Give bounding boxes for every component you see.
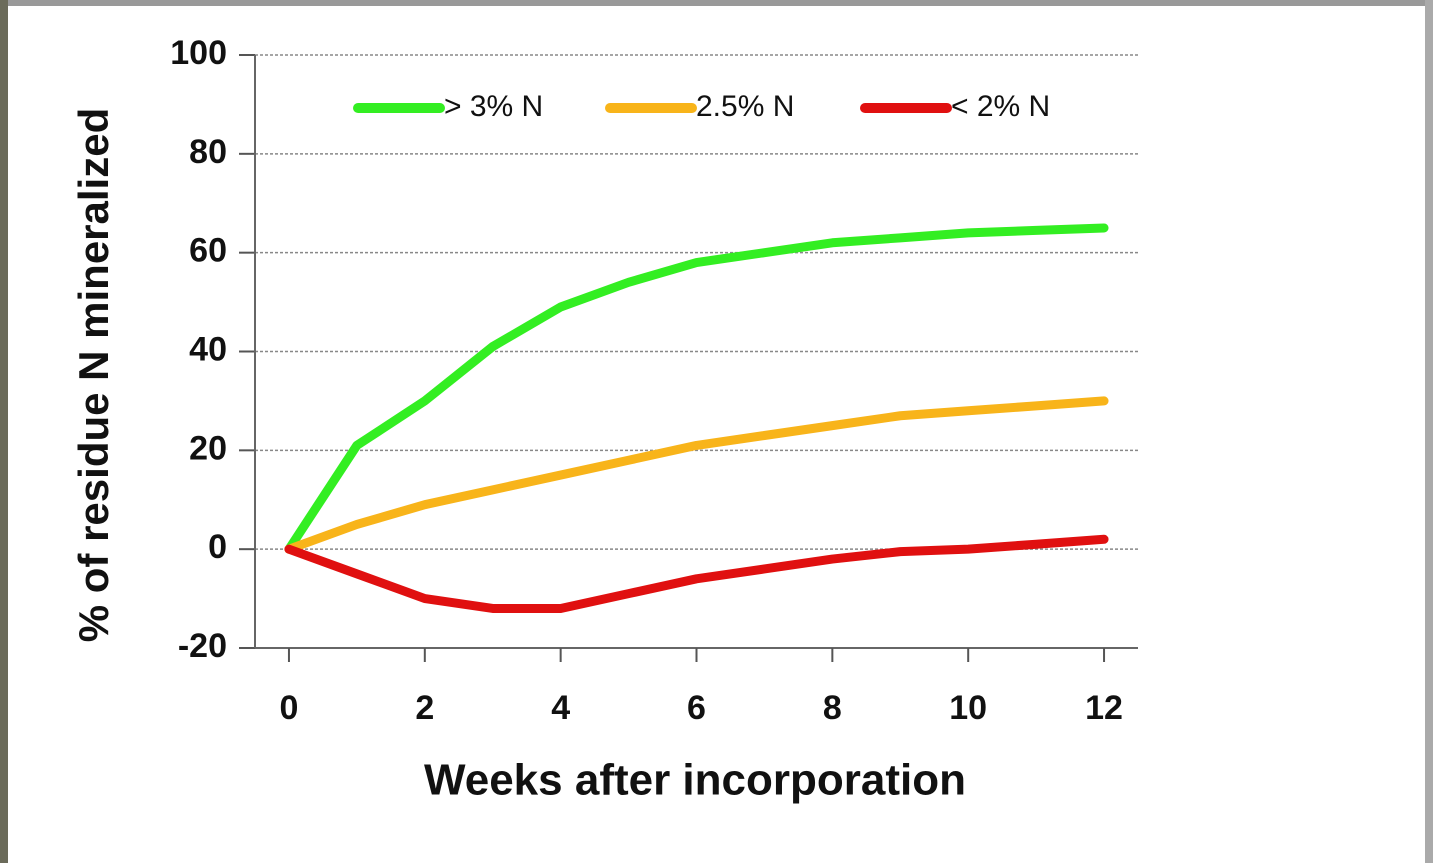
legend-label: < 2% N <box>951 90 1050 123</box>
series-line <box>284 534 1109 613</box>
y-tick-label: 100 <box>170 34 227 72</box>
frame-top <box>0 0 1433 6</box>
frame-right <box>1425 0 1433 863</box>
x-tick-label: 10 <box>949 689 987 727</box>
legend-label: 2.5% N <box>696 90 794 123</box>
frame-left <box>0 0 8 863</box>
x-tick-label: 8 <box>823 689 842 727</box>
y-tick-label: 0 <box>208 528 227 566</box>
y-tick-label: 60 <box>189 232 227 270</box>
y-tick-label: 80 <box>189 133 227 171</box>
x-tick-label: 6 <box>687 689 706 727</box>
series-line <box>284 223 1109 554</box>
y-axis-title: % of residue N mineralized <box>70 108 117 642</box>
x-axis-title: Weeks after incorporation <box>424 756 966 805</box>
x-tick-label: 4 <box>551 689 570 727</box>
y-tick-label: -20 <box>178 627 227 665</box>
y-tick-label: 20 <box>189 429 227 467</box>
legend-label: > 3% N <box>444 90 543 123</box>
x-tick-label: 0 <box>280 689 299 727</box>
x-tick-label: 2 <box>415 689 434 727</box>
series-line <box>284 396 1109 554</box>
y-tick-label: 40 <box>189 330 227 368</box>
x-tick-label: 12 <box>1085 689 1123 727</box>
